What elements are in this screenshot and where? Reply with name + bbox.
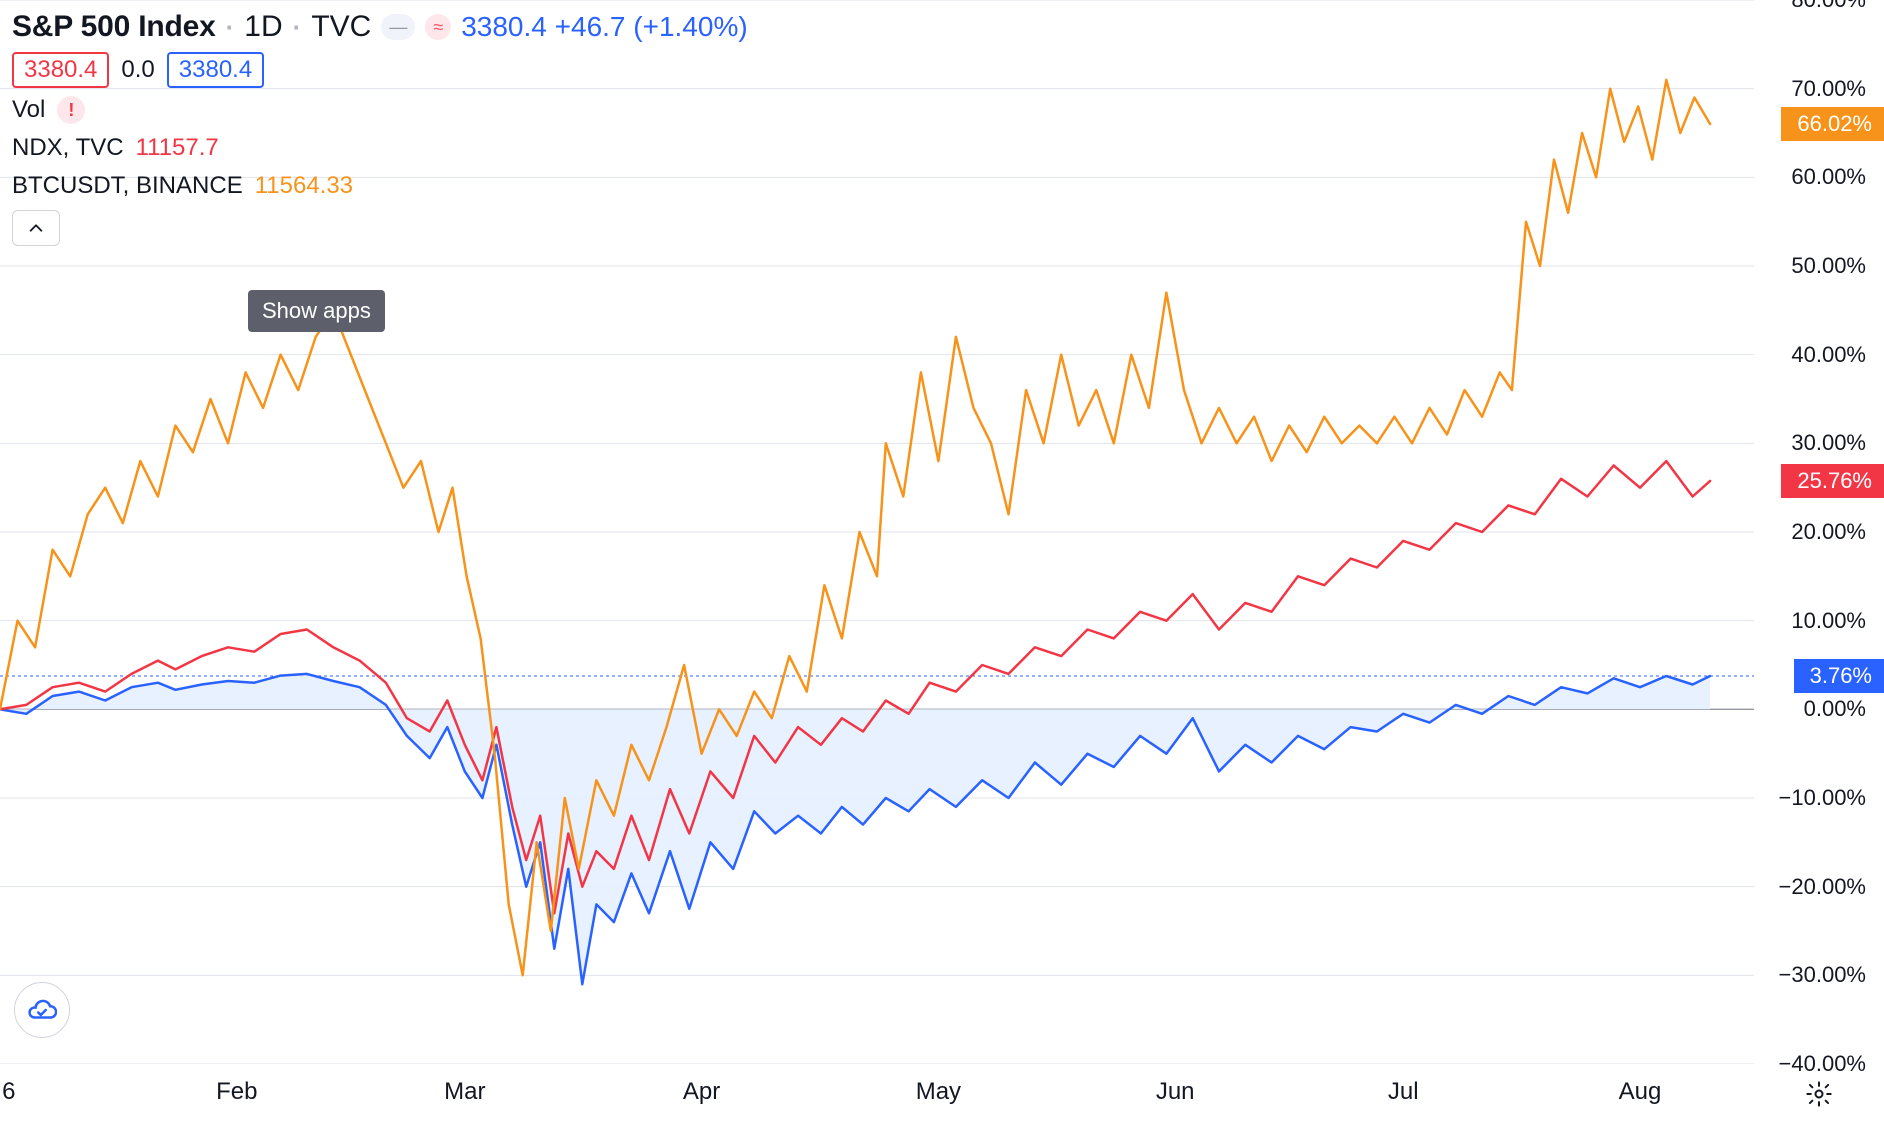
x-tick-label: Apr — [683, 1078, 720, 1106]
hide-series-pill[interactable]: — — [381, 14, 415, 40]
interval-label: 1D — [244, 10, 282, 44]
x-tick-label: 6 — [2, 1078, 15, 1106]
x-axis[interactable]: 6 Feb Mar Apr May Jun Jul Aug — [0, 1064, 1754, 1124]
x-tick-label: Feb — [216, 1078, 257, 1106]
quote-change-pct: (+1.40%) — [633, 11, 747, 42]
source-label: TVC — [311, 10, 371, 44]
symbol-title: S&P 500 Index — [12, 10, 216, 44]
volume-row[interactable]: Vol ! — [12, 96, 748, 124]
y-tick-label: −10.00% — [1779, 785, 1866, 811]
x-tick-label: Jun — [1156, 1078, 1195, 1106]
collapse-legend-button[interactable] — [12, 210, 60, 246]
save-layout-button[interactable] — [14, 982, 70, 1038]
y-tick-label: 30.00% — [1791, 430, 1866, 456]
x-tick-label: Aug — [1619, 1078, 1662, 1106]
y-tick-label: −30.00% — [1779, 962, 1866, 988]
volume-label: Vol — [12, 96, 45, 124]
quote-block: 3380.4 +46.7 (+1.40%) — [461, 11, 747, 43]
ohlc-close[interactable]: 3380.4 — [167, 52, 264, 88]
chart-settings-button[interactable] — [1754, 1064, 1884, 1124]
ohlc-open[interactable]: 3380.4 — [12, 52, 109, 88]
chart-legend: S&P 500 Index · 1D · TVC — ≈ 3380.4 +46.… — [12, 10, 748, 246]
quote-change: +46.7 — [555, 11, 626, 42]
y-tick-label: 40.00% — [1791, 342, 1866, 368]
btc-last-badge: 66.02% — [1781, 107, 1884, 141]
y-tick-label: 80.00% — [1791, 0, 1866, 13]
gear-icon — [1805, 1080, 1833, 1108]
x-tick-label: Jul — [1388, 1078, 1419, 1106]
y-tick-label: 50.00% — [1791, 253, 1866, 279]
quote-price: 3380.4 — [461, 11, 547, 42]
sep-dot-icon: · — [226, 12, 235, 43]
btc-row[interactable]: BTCUSDT, BINANCE 11564.33 — [12, 172, 748, 200]
y-tick-label: 0.00% — [1804, 696, 1866, 722]
y-tick-label: 70.00% — [1791, 76, 1866, 102]
symbol-row[interactable]: S&P 500 Index · 1D · TVC — ≈ 3380.4 +46.… — [12, 10, 748, 44]
y-tick-label: 20.00% — [1791, 519, 1866, 545]
spx-last-badge: 3.76% — [1794, 659, 1884, 693]
btc-label: BTCUSDT, BINANCE — [12, 172, 243, 200]
ndx-value: 11157.7 — [136, 134, 219, 162]
y-tick-label: 10.00% — [1791, 608, 1866, 634]
ohlc-mid: 0.0 — [121, 56, 154, 84]
chevron-up-icon — [27, 219, 45, 237]
chart-root: S&P 500 Index · 1D · TVC — ≈ 3380.4 +46.… — [0, 0, 1884, 1124]
alert-icon[interactable]: ! — [57, 96, 85, 124]
sep-dot-icon: · — [293, 12, 302, 43]
ndx-last-badge: 25.76% — [1781, 464, 1884, 498]
cloud-icon — [27, 995, 57, 1025]
y-tick-label: −20.00% — [1779, 874, 1866, 900]
y-axis[interactable]: −40.00%−30.00%−20.00%−10.00%0.00%10.00%2… — [1754, 0, 1884, 1064]
compare-pill[interactable]: ≈ — [425, 14, 451, 40]
y-tick-label: 60.00% — [1791, 164, 1866, 190]
btc-value: 11564.33 — [255, 172, 353, 200]
x-tick-label: May — [916, 1078, 961, 1106]
show-apps-tooltip: Show apps — [248, 290, 385, 332]
ohlc-row: 3380.4 0.0 3380.4 — [12, 52, 748, 88]
x-tick-label: Mar — [444, 1078, 485, 1106]
ndx-label: NDX, TVC — [12, 134, 124, 162]
ndx-row[interactable]: NDX, TVC 11157.7 — [12, 134, 748, 162]
